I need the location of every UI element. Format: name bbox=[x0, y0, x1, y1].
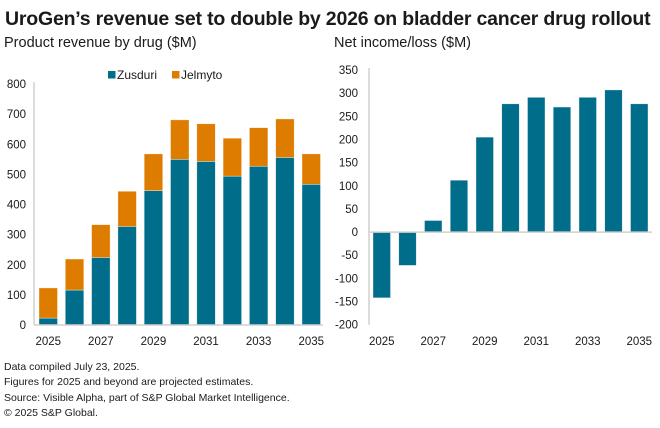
bar-jelmyto-2032 bbox=[222, 137, 242, 177]
bar-jelmyto-2033 bbox=[249, 127, 269, 167]
y-tick-label: 500 bbox=[7, 169, 26, 181]
bar-zusduri-2031 bbox=[196, 161, 216, 326]
legend-swatch-zusduri bbox=[108, 71, 116, 79]
x-tick-label: 2025 bbox=[35, 336, 61, 348]
bar-jelmyto-2026 bbox=[65, 258, 85, 291]
bar-net-income-2035 bbox=[630, 103, 649, 233]
legend-label-zusduri: Zusduri bbox=[117, 68, 157, 82]
x-tick-label: 2025 bbox=[369, 336, 395, 348]
bar-zusduri-2034 bbox=[275, 157, 295, 326]
bar-zusduri-2033 bbox=[249, 165, 269, 326]
y-tick-label: 800 bbox=[7, 79, 26, 91]
footer-notes: Data compiled July 23, 2025. Figures for… bbox=[4, 360, 290, 421]
bar-net-income-2028 bbox=[449, 179, 469, 233]
y-tick-label: -200 bbox=[335, 320, 358, 332]
bar-net-income-2025 bbox=[372, 231, 391, 299]
bar-jelmyto-2035 bbox=[301, 153, 321, 185]
bar-jelmyto-2027 bbox=[91, 224, 111, 258]
bar-net-income-2030 bbox=[501, 103, 520, 233]
left-chart-title: Product revenue by drug ($M) bbox=[4, 35, 197, 51]
bar-zusduri-2032 bbox=[222, 175, 242, 326]
y-tick-label: 250 bbox=[339, 111, 358, 123]
bar-jelmyto-2031 bbox=[196, 123, 216, 162]
y-tick-label: 50 bbox=[345, 204, 358, 216]
footer-source-note: Source: Visible Alpha, part of S&P Globa… bbox=[4, 391, 290, 404]
bar-jelmyto-2034 bbox=[275, 118, 295, 158]
y-tick-label: 300 bbox=[7, 230, 26, 242]
bar-net-income-2029 bbox=[475, 136, 494, 233]
x-tick-label: 2033 bbox=[575, 336, 601, 348]
y-tick-label: 400 bbox=[7, 200, 26, 212]
chart-title: UroGen’s revenue set to double by 2026 o… bbox=[5, 8, 651, 30]
legend-label-jelmyto: Jelmyto bbox=[181, 68, 223, 82]
x-tick-label: 2027 bbox=[420, 336, 446, 348]
x-tick-label: 2029 bbox=[141, 336, 167, 348]
right-chart-title: Net income/loss ($M) bbox=[334, 35, 471, 51]
y-tick-label: -100 bbox=[335, 273, 358, 285]
x-tick-label: 2031 bbox=[193, 336, 219, 348]
y-tick-label: 350 bbox=[339, 65, 358, 77]
y-tick-label: 600 bbox=[7, 139, 26, 151]
bar-zusduri-2025 bbox=[38, 317, 58, 326]
bar-zusduri-2028 bbox=[117, 226, 137, 326]
y-tick-label: 0 bbox=[20, 320, 26, 332]
y-tick-label: 200 bbox=[339, 134, 358, 146]
y-tick-label: 150 bbox=[339, 158, 358, 170]
bar-jelmyto-2025 bbox=[38, 287, 58, 319]
revenue-chart: 0 100 200 300 400 500 600 700 800 2025 2027 2029 203… bbox=[7, 68, 324, 348]
bar-jelmyto-2030 bbox=[170, 119, 190, 160]
y-tick-label: -150 bbox=[335, 297, 358, 309]
bar-zusduri-2030 bbox=[170, 159, 190, 326]
y-tick-label: 100 bbox=[7, 290, 26, 302]
bar-net-income-2033 bbox=[578, 97, 597, 233]
bar-net-income-2031 bbox=[527, 97, 546, 233]
footer-copyright: © 2025 S&P Global. bbox=[4, 406, 98, 419]
bar-jelmyto-2029 bbox=[143, 153, 163, 191]
bar-net-income-2032 bbox=[552, 106, 572, 233]
x-tick-label: 2027 bbox=[88, 336, 114, 348]
bar-zusduri-2027 bbox=[91, 257, 111, 326]
footer-date-note: Data compiled July 23, 2025. bbox=[4, 361, 140, 373]
y-tick-label: 300 bbox=[339, 88, 358, 100]
bar-jelmyto-2028 bbox=[117, 190, 137, 227]
y-tick-label: -50 bbox=[341, 250, 358, 262]
y-tick-label: 0 bbox=[352, 227, 358, 239]
y-tick-label: 100 bbox=[339, 181, 358, 193]
bar-net-income-2027 bbox=[424, 220, 443, 233]
bar-net-income-2026 bbox=[398, 231, 417, 266]
legend-swatch-jelmyto bbox=[172, 71, 180, 79]
net-income-chart: -200 -150 -100 -50 0 50 100 150 200 250 300 350 2025… bbox=[335, 65, 652, 348]
y-tick-label: 200 bbox=[7, 260, 26, 272]
bar-zusduri-2035 bbox=[301, 184, 321, 326]
bar-zusduri-2029 bbox=[143, 190, 163, 326]
x-tick-label: 2035 bbox=[298, 336, 324, 348]
x-tick-label: 2029 bbox=[472, 336, 498, 348]
y-tick-label: 700 bbox=[7, 109, 26, 121]
footer-estimate-note: Figures for 2025 and beyond are projecte… bbox=[4, 376, 254, 389]
bar-net-income-2034 bbox=[604, 89, 623, 233]
x-tick-label: 2031 bbox=[523, 336, 549, 348]
bar-zusduri-2026 bbox=[65, 289, 85, 326]
x-tick-label: 2035 bbox=[626, 336, 652, 348]
x-tick-label: 2033 bbox=[246, 336, 272, 348]
